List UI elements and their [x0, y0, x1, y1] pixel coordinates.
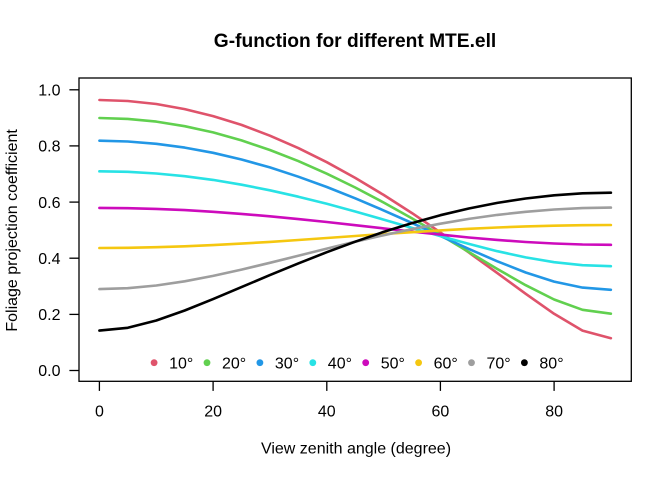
svg-text:View zenith angle (degree): View zenith angle (degree): [261, 440, 451, 457]
svg-text:20: 20: [204, 404, 222, 421]
svg-text:0.4: 0.4: [38, 251, 60, 268]
svg-text:1.0: 1.0: [38, 83, 60, 100]
svg-text:0.6: 0.6: [38, 195, 60, 212]
svg-text:0: 0: [95, 404, 104, 421]
svg-text:10°: 10°: [169, 355, 193, 372]
svg-text:40°: 40°: [328, 355, 352, 372]
svg-text:80°: 80°: [539, 355, 563, 372]
svg-text:70°: 70°: [487, 355, 511, 372]
svg-text:G-function for different MTE.e: G-function for different MTE.ell: [214, 31, 496, 52]
svg-text:80: 80: [545, 404, 563, 421]
svg-text:0.2: 0.2: [38, 307, 60, 324]
svg-text:40: 40: [318, 404, 336, 421]
svg-text:60°: 60°: [434, 355, 458, 372]
svg-text:0.0: 0.0: [38, 363, 60, 380]
svg-text:60: 60: [432, 404, 450, 421]
svg-text:30°: 30°: [275, 355, 299, 372]
svg-text:Foliage projection coefficient: Foliage projection coefficient: [4, 129, 21, 332]
svg-text:50°: 50°: [381, 355, 405, 372]
svg-text:0.8: 0.8: [38, 139, 60, 156]
svg-text:20°: 20°: [222, 355, 246, 372]
